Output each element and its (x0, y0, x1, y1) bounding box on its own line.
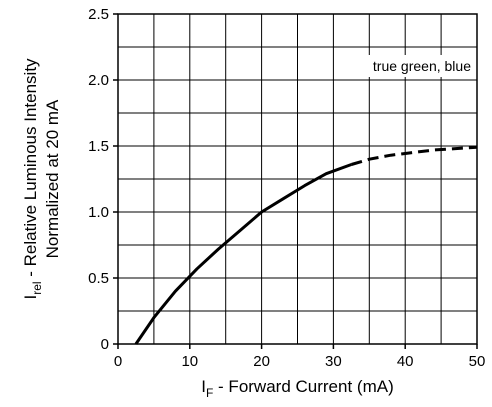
y-tick-label: 2.5 (88, 6, 109, 23)
y-tick-label: 1.0 (88, 204, 109, 221)
x-tick-label: 50 (469, 353, 486, 370)
y-axis-label-line2: Normalized at 20 mA (43, 99, 62, 258)
y-axis-label-line1: Irel - Relative Luminous Intensity (21, 58, 44, 300)
y-axis-label-main: I (21, 295, 40, 300)
annotation-background (337, 55, 476, 77)
annotation-text: true green, blue (373, 58, 471, 74)
x-tick-label: 20 (253, 353, 270, 370)
y-tick-label: 2.0 (88, 72, 109, 89)
y-tick-label: 0.5 (88, 270, 109, 287)
grid (118, 14, 477, 344)
x-tick-label: 10 (181, 353, 198, 370)
curve-dashed (350, 145, 478, 166)
x-tick-label: 40 (397, 353, 414, 370)
x-axis-label: IF - Forward Current (mA) (201, 377, 394, 400)
plot-frame (117, 13, 478, 345)
x-axis-label-rest: - Forward Current (mA) (213, 377, 393, 396)
y-axis-label: Irel - Relative Luminous Intensity Norma… (21, 58, 62, 300)
ticks: 0 10 20 30 40 50 0 0.5 1.0 1.5 2.0 2.5 (88, 6, 485, 370)
y-tick-label: 0 (101, 336, 109, 353)
x-axis-label-main: I (201, 377, 206, 396)
y-axis-label-rest: - Relative Luminous Intensity (21, 58, 40, 281)
y-tick-label: 1.5 (88, 138, 109, 155)
x-tick-label: 30 (325, 353, 342, 370)
curves (134, 145, 478, 345)
x-tick-label: 0 (114, 353, 122, 370)
y-axis-label-subscript: rel (30, 281, 44, 294)
annotation-box: true green, blue (337, 55, 476, 77)
x-axis-label-subscript: F (206, 386, 213, 400)
curve-solid (134, 163, 352, 345)
